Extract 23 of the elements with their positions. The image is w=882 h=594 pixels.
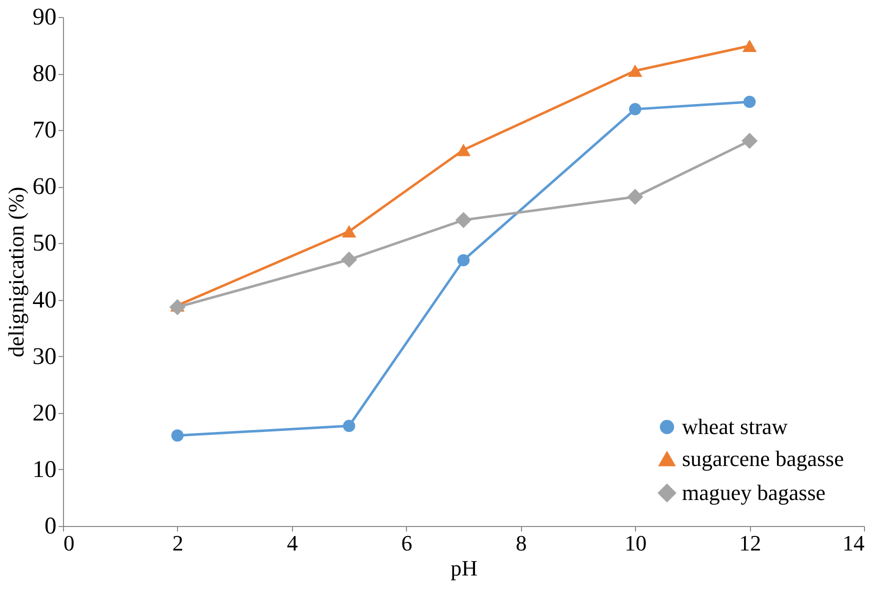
x-tick-label: 8 — [516, 530, 527, 556]
x-tick-label: 2 — [172, 530, 184, 556]
legend-label: maguey bagasse — [682, 480, 826, 505]
x-tick-label: 0 — [64, 530, 74, 556]
y-tick-label: 20 — [32, 400, 56, 426]
y-tick-label: 0 — [44, 514, 56, 540]
y-tick-label: 10 — [32, 456, 56, 483]
y-tick-label: 80 — [32, 61, 56, 88]
y-tick-label: 90 — [32, 4, 56, 30]
y-tick-label: 30 — [32, 344, 56, 370]
x-tick-label: 6 — [401, 530, 412, 556]
x-tick-label: 12 — [739, 530, 762, 556]
x-tick-label: 10 — [624, 530, 647, 556]
y-tick-label: 60 — [32, 174, 56, 200]
x-tick-label: 4 — [286, 530, 298, 556]
y-tick-label: 50 — [32, 230, 56, 257]
legend-label: sugarcene bagasse — [682, 446, 844, 471]
x-tick-label: 14 — [842, 530, 864, 556]
y-tick-label: 70 — [32, 118, 56, 144]
legend-label: wheat straw — [682, 414, 788, 439]
x-axis-title: pH — [450, 556, 478, 580]
y-tick-label: 40 — [32, 287, 56, 314]
y-axis-title: delignigication (%) — [4, 186, 28, 358]
